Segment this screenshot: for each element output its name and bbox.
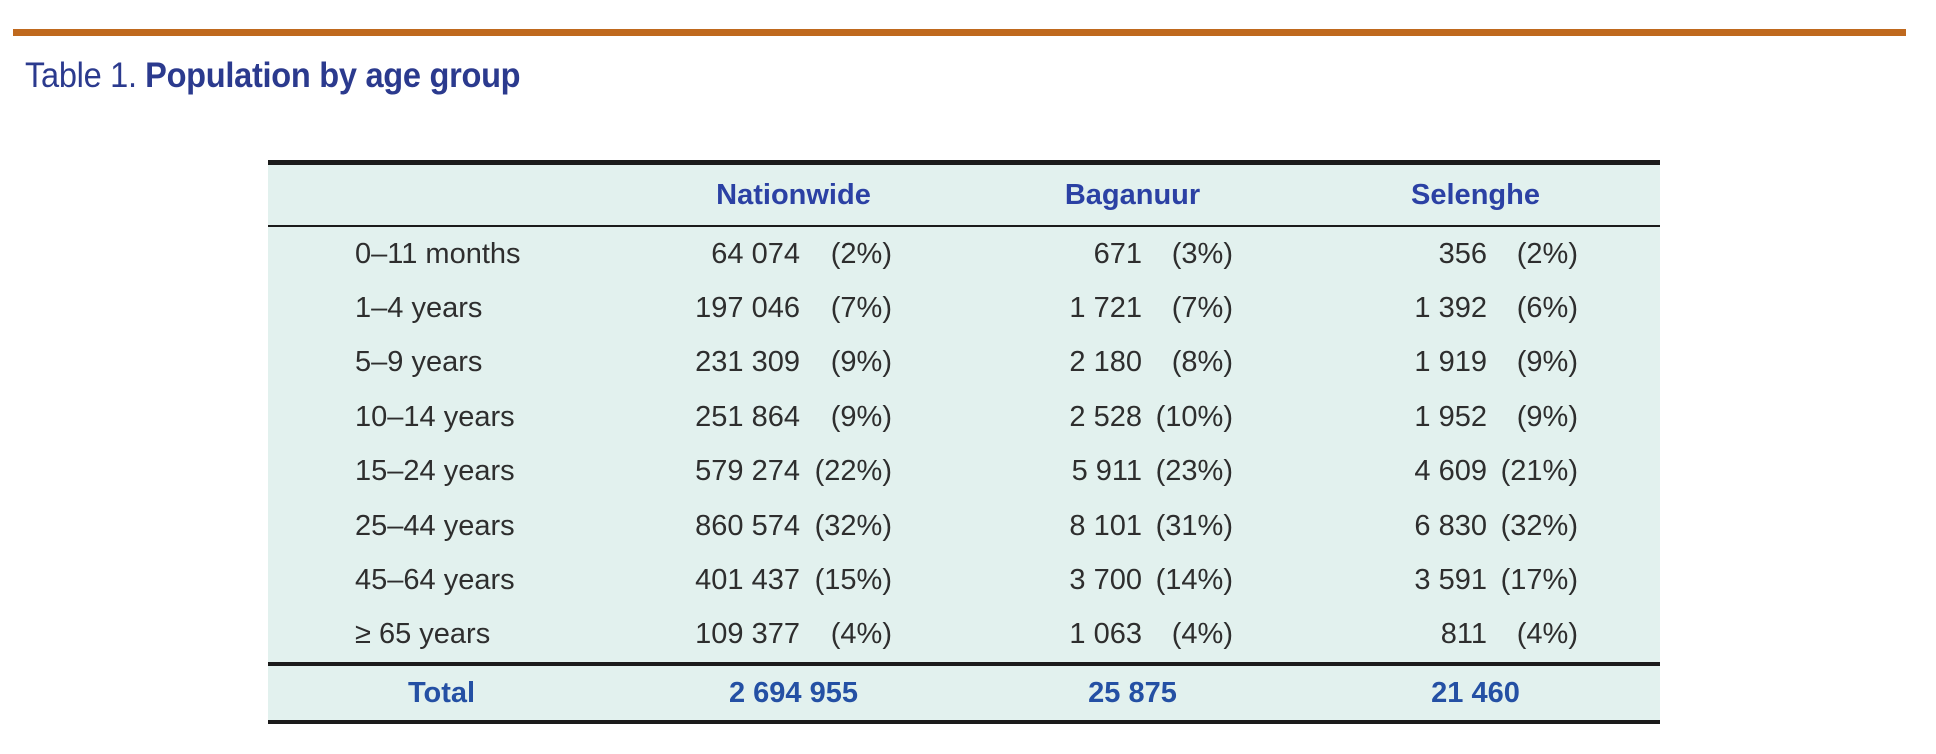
total-label: Total	[407, 676, 476, 709]
population-table: Nationwide Baganuur Selenghe 0–11 months…	[268, 160, 1660, 725]
selenghe-pct: (17%)	[1500, 564, 1578, 597]
top-accent-rule	[13, 29, 1906, 36]
selenghe-count: 1 952	[1414, 400, 1487, 433]
total-nationwide: 2 694 955	[728, 676, 858, 709]
column-header-nationwide: Nationwide	[716, 178, 871, 211]
baganuur-pct: (8%)	[1171, 346, 1233, 379]
baganuur-count: 2 180	[1069, 346, 1142, 379]
caption-label: Table 1.	[25, 56, 137, 95]
baganuur-pct: (10%)	[1155, 400, 1233, 433]
selenghe-pct: (21%)	[1500, 455, 1578, 488]
baganuur-count: 8 101	[1069, 509, 1142, 542]
selenghe-pct: (6%)	[1516, 292, 1578, 325]
selenghe-pct: (2%)	[1516, 237, 1578, 270]
selenghe-pct: (9%)	[1516, 400, 1578, 433]
column-header-selenghe: Selenghe	[1411, 178, 1540, 211]
baganuur-pct: (7%)	[1171, 292, 1233, 325]
selenghe-pct: (4%)	[1516, 618, 1578, 651]
selenghe-count: 6 830	[1414, 509, 1487, 542]
nationwide-pct: (9%)	[830, 400, 892, 433]
selenghe-count: 811	[1440, 618, 1487, 651]
baganuur-count: 1 721	[1069, 292, 1142, 325]
table-row: 0–11 months 64 074 (2%) 671 (3%) 356 (2%…	[268, 227, 1660, 281]
baganuur-pct: (4%)	[1171, 618, 1233, 651]
age-group-label: 5–9 years	[355, 346, 483, 379]
baganuur-count: 671	[1093, 237, 1142, 270]
age-group-label: 1–4 years	[355, 292, 483, 325]
baganuur-count: 5 911	[1071, 455, 1142, 488]
table-total-row: Total 2 694 955 25 875 21 460	[268, 662, 1660, 720]
age-group-label: 0–11 months	[355, 237, 521, 270]
baganuur-count: 1 063	[1069, 618, 1142, 651]
age-group-label: 25–44 years	[355, 509, 515, 542]
nationwide-count: 251 864	[695, 400, 800, 433]
nationwide-count: 231 309	[695, 346, 800, 379]
table-row: 1–4 years 197 046 (7%) 1 721 (7%) 1 392 …	[268, 281, 1660, 335]
nationwide-pct: (4%)	[830, 618, 892, 651]
nationwide-pct: (22%)	[814, 455, 892, 488]
nationwide-pct: (15%)	[814, 564, 892, 597]
baganuur-pct: (3%)	[1171, 237, 1233, 270]
baganuur-pct: (14%)	[1155, 564, 1233, 597]
table-row: 25–44 years 860 574 (32%) 8 101 (31%) 6 …	[268, 499, 1660, 553]
table-caption: Table 1. Population by age group	[25, 56, 521, 96]
baganuur-count: 3 700	[1069, 564, 1142, 597]
table-row: 15–24 years 579 274 (22%) 5 911 (23%) 4 …	[268, 445, 1660, 499]
age-group-label: ≥ 65 years	[355, 618, 491, 651]
baganuur-pct: (31%)	[1155, 509, 1233, 542]
selenghe-pct: (32%)	[1500, 509, 1578, 542]
selenghe-count: 1 392	[1414, 292, 1487, 325]
nationwide-count: 579 274	[695, 455, 800, 488]
nationwide-pct: (2%)	[830, 237, 892, 270]
total-selenghe: 21 460	[1431, 676, 1520, 709]
table-header-row: Nationwide Baganuur Selenghe	[268, 165, 1660, 227]
selenghe-count: 3 591	[1414, 564, 1487, 597]
age-group-label: 15–24 years	[355, 455, 515, 488]
selenghe-count: 4 609	[1414, 455, 1487, 488]
table-row: ≥ 65 years 109 377 (4%) 1 063 (4%) 811 (…	[268, 608, 1660, 662]
column-header-baganuur: Baganuur	[1064, 178, 1201, 211]
nationwide-count: 64 074	[711, 237, 800, 270]
table-row: 5–9 years 231 309 (9%) 2 180 (8%) 1 919 …	[268, 336, 1660, 390]
nationwide-count: 109 377	[695, 618, 800, 651]
selenghe-pct: (9%)	[1516, 346, 1578, 379]
table-row: 45–64 years 401 437 (15%) 3 700 (14%) 3 …	[268, 553, 1660, 607]
total-baganuur: 25 875	[1088, 676, 1177, 709]
nationwide-count: 860 574	[695, 509, 800, 542]
age-group-label: 10–14 years	[355, 400, 515, 433]
age-group-label: 45–64 years	[355, 564, 515, 597]
baganuur-count: 2 528	[1069, 400, 1142, 433]
selenghe-count: 1 919	[1414, 346, 1487, 379]
nationwide-pct: (9%)	[830, 346, 892, 379]
nationwide-count: 401 437	[695, 564, 800, 597]
caption-title: Population by age group	[145, 56, 521, 95]
nationwide-pct: (7%)	[830, 292, 892, 325]
table-row: 10–14 years 251 864 (9%) 2 528 (10%) 1 9…	[268, 390, 1660, 444]
nationwide-pct: (32%)	[814, 509, 892, 542]
selenghe-count: 356	[1438, 237, 1487, 270]
baganuur-pct: (23%)	[1155, 455, 1233, 488]
nationwide-count: 197 046	[695, 292, 800, 325]
